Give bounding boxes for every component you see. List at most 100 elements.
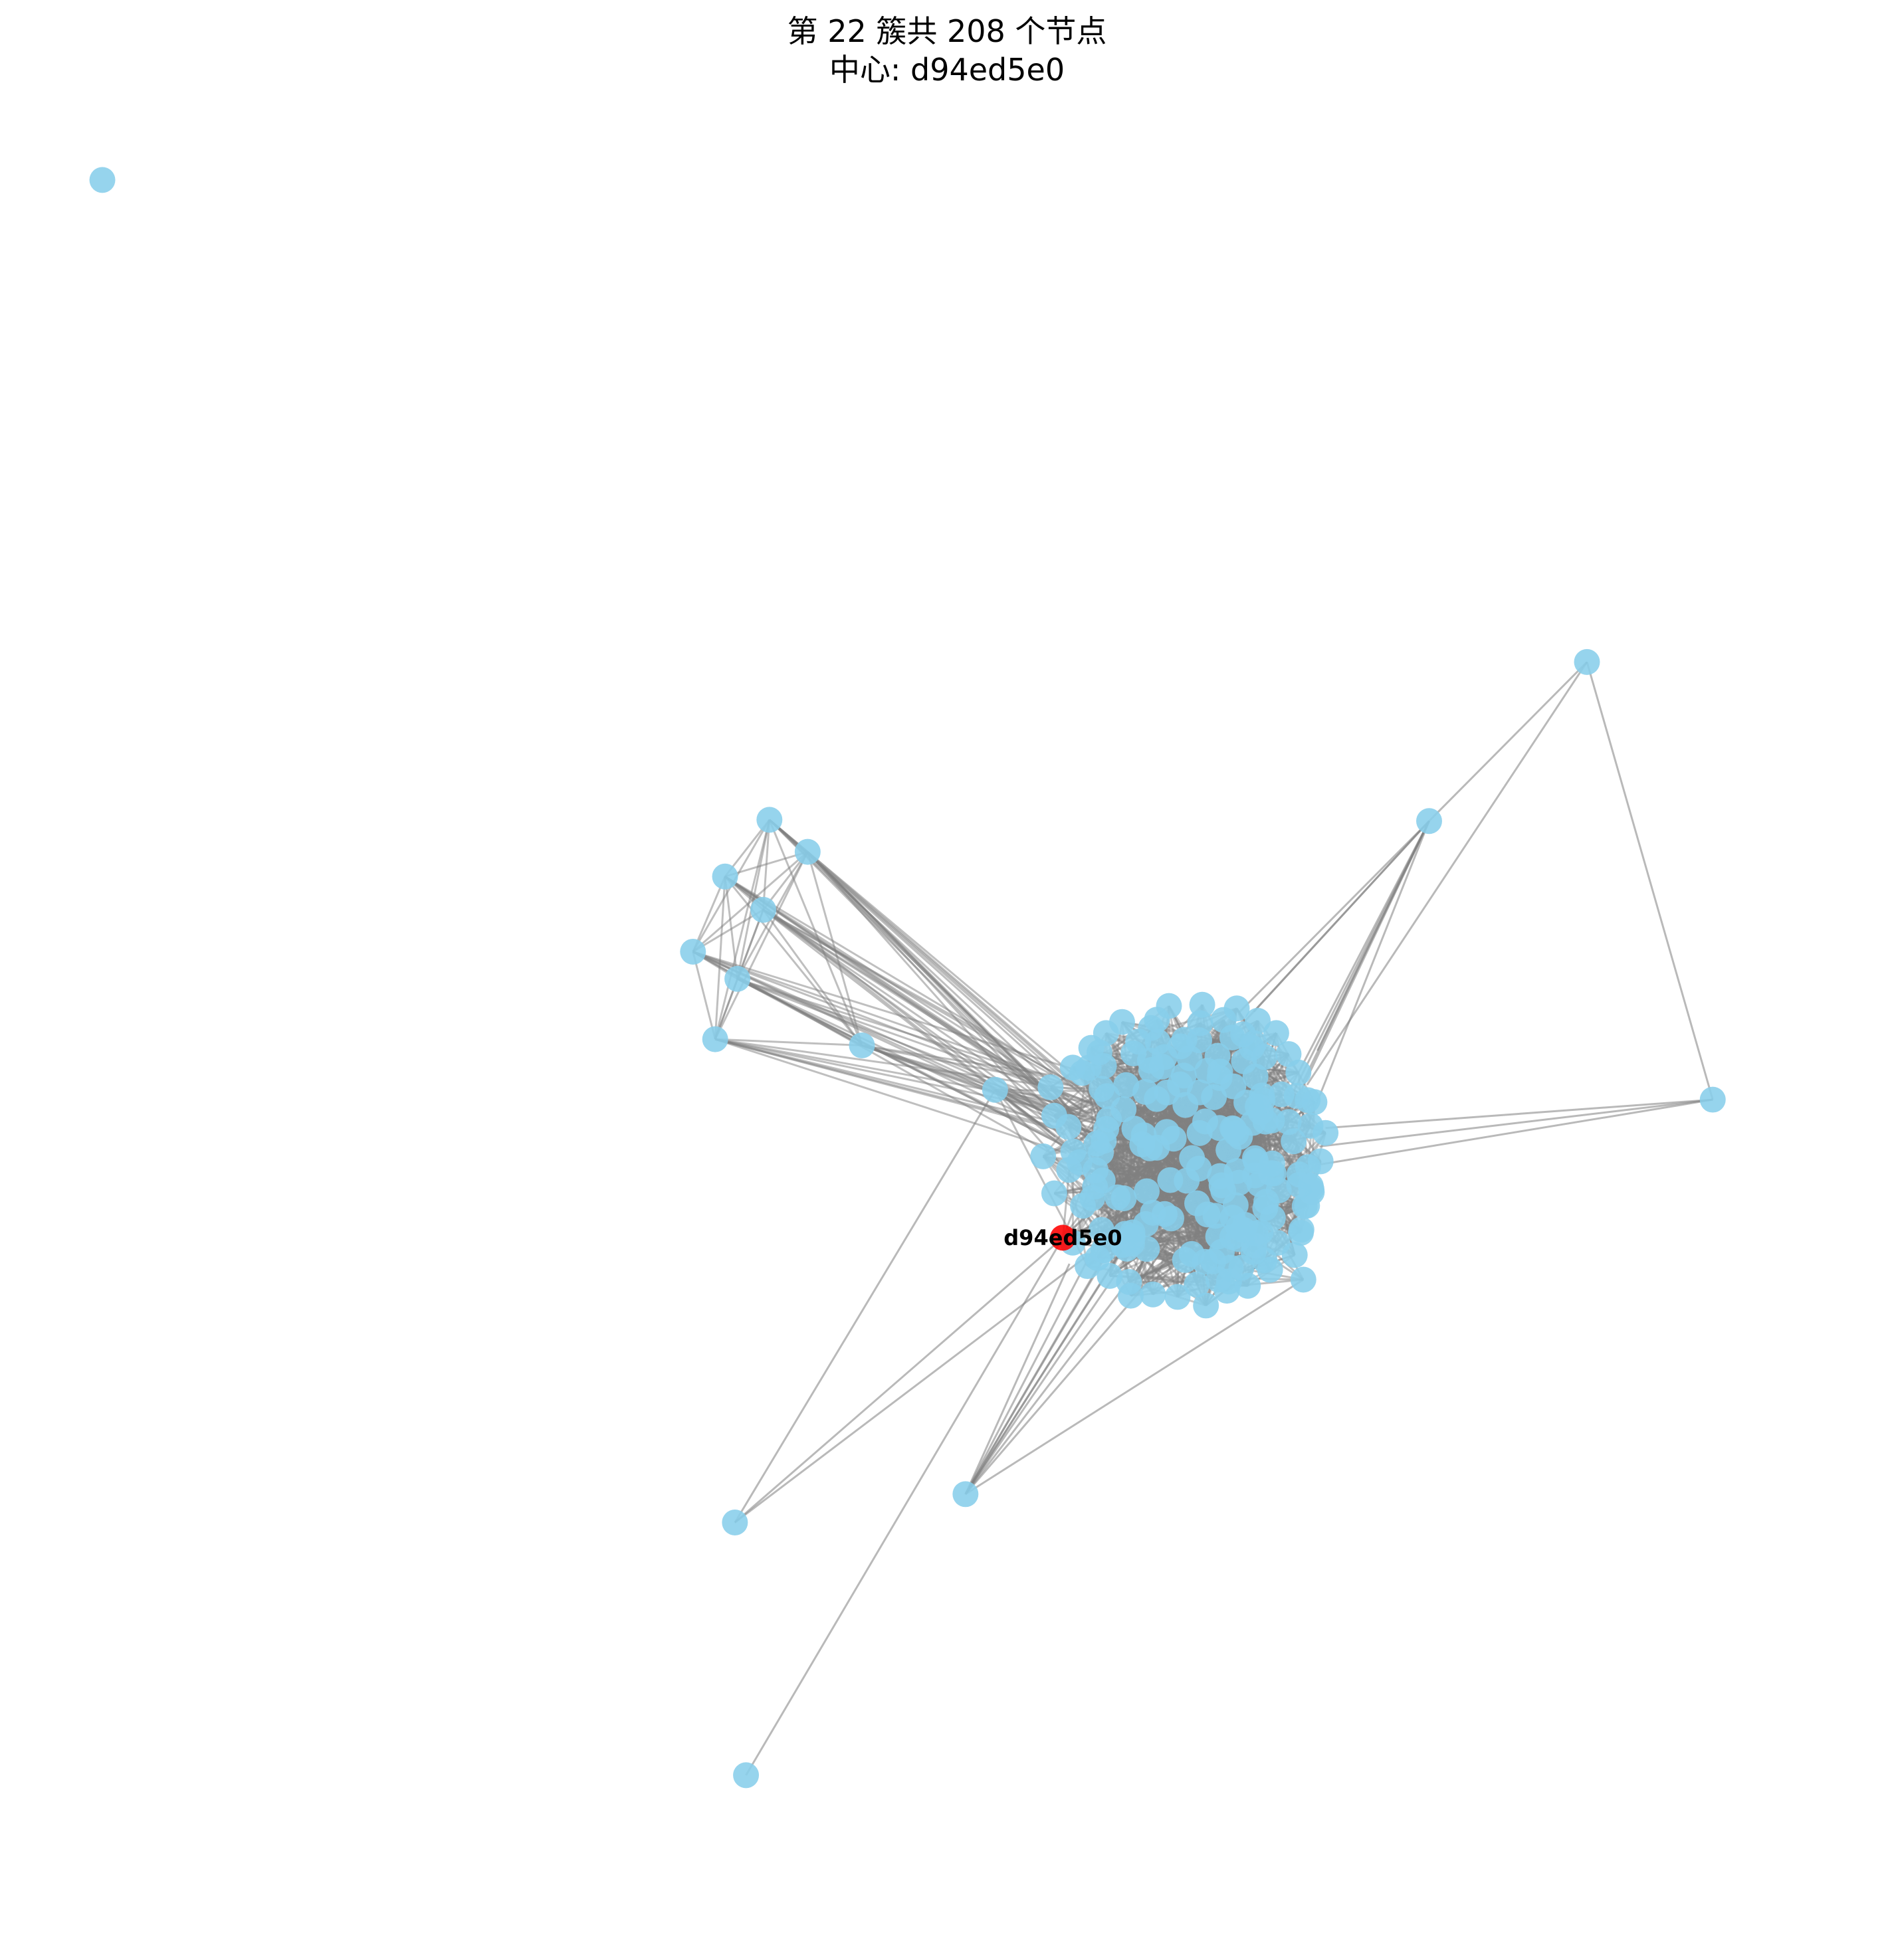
graph-node <box>1228 1254 1255 1281</box>
graph-node <box>1120 1040 1146 1067</box>
graph-node <box>1172 1246 1198 1273</box>
graph-edge <box>1586 661 1714 1100</box>
graph-node <box>1574 648 1600 675</box>
graph-node <box>1297 1112 1324 1139</box>
graph-edge <box>714 819 771 1040</box>
graph-edge <box>1304 821 1430 1132</box>
graph-edge <box>714 851 809 1040</box>
graph-node <box>1206 1064 1233 1091</box>
graph-node <box>1138 1015 1164 1041</box>
graph-nodes <box>89 167 1726 1789</box>
graph-node <box>1055 1114 1082 1140</box>
graph-node <box>1110 1185 1137 1212</box>
graph-node <box>1283 1082 1310 1109</box>
graph-edge <box>692 951 1089 1104</box>
graph-node <box>1242 1063 1269 1090</box>
center-node <box>1049 1225 1076 1251</box>
graph-edge <box>1186 1179 1308 1207</box>
graph-edge <box>714 1038 1079 1092</box>
graph-edge <box>1325 1098 1713 1129</box>
graph-node <box>1167 1071 1194 1098</box>
graph-node <box>794 838 821 865</box>
graph-node <box>724 965 751 992</box>
graph-node <box>1699 1086 1726 1113</box>
graph-edge <box>965 1278 1305 1496</box>
graph-labels: d94ed5e0 <box>1003 1225 1122 1250</box>
graph-edge <box>714 876 726 1040</box>
graph-node <box>1251 1247 1278 1274</box>
graph-node <box>1174 1167 1200 1194</box>
graph-node <box>1134 1236 1160 1262</box>
graph-edge <box>964 1236 1101 1495</box>
graph-node <box>1140 1281 1166 1308</box>
graph-node <box>1037 1074 1064 1101</box>
graph-node <box>1030 1143 1057 1169</box>
graph-node <box>1275 1040 1302 1067</box>
graph-node <box>1187 1010 1213 1036</box>
graph-node <box>1290 1266 1316 1293</box>
graph-node <box>1186 1120 1213 1146</box>
graph-node <box>952 1481 979 1508</box>
graph-edge <box>1253 820 1430 1013</box>
graph-node <box>1144 1086 1170 1112</box>
graph-node <box>1219 1025 1245 1051</box>
graph-edge <box>736 977 1074 1151</box>
graph-node <box>1084 1244 1110 1271</box>
graph-edge <box>734 1236 1064 1523</box>
graph-edge <box>768 819 863 1046</box>
graph-node <box>1186 1079 1213 1106</box>
graph-node <box>1210 1177 1237 1204</box>
graph-node <box>1260 1160 1287 1187</box>
figure-title: 第 22 簇共 208 个节点 中心: d94ed5e0 <box>0 12 1894 89</box>
graph-edge <box>1072 1092 1168 1244</box>
graph-edge <box>734 1256 1086 1523</box>
graph-edge <box>692 909 764 953</box>
graph-node <box>1086 1039 1112 1066</box>
graph-node <box>1129 1131 1156 1157</box>
graph-node <box>1069 1060 1096 1086</box>
graph-node <box>1164 1284 1191 1310</box>
graph-edge <box>734 1089 996 1523</box>
graph-edge <box>724 876 863 1046</box>
graph-node <box>89 167 116 193</box>
graph-node <box>1116 1268 1142 1295</box>
graph-node <box>756 807 783 833</box>
figure-title-line-1: 第 22 簇共 208 个节点 <box>787 13 1107 49</box>
graph-node <box>1288 1217 1315 1243</box>
graph-edge <box>1227 1120 1273 1282</box>
graph-edge <box>692 951 1088 1137</box>
graph-node <box>1060 1138 1087 1165</box>
graph-edge <box>714 1038 1061 1131</box>
graph-node <box>1416 808 1442 834</box>
graph-edge <box>715 1038 863 1046</box>
graph-node <box>1094 1083 1120 1110</box>
graph-node <box>722 1510 748 1535</box>
graph-node <box>1070 1193 1097 1219</box>
graph-node <box>1089 1167 1116 1194</box>
graph-node <box>1179 1145 1206 1171</box>
graph-edge <box>1306 661 1588 1086</box>
graph-edge <box>964 1247 1124 1495</box>
graph-edge <box>762 909 1069 1120</box>
graph-node <box>1089 1217 1115 1243</box>
graph-node <box>712 863 738 890</box>
graph-edge <box>964 1263 1071 1495</box>
graph-node <box>1227 1124 1253 1150</box>
graph-node <box>1151 1044 1178 1070</box>
graph-node <box>1253 1189 1280 1215</box>
graph-edge <box>861 1044 1074 1088</box>
graph-edge <box>745 1237 1064 1776</box>
graph-node <box>1151 1201 1178 1227</box>
graph-node <box>849 1032 875 1058</box>
graph-node <box>1113 1072 1140 1098</box>
graph-node <box>1206 1115 1233 1141</box>
graph-edge <box>1316 1098 1713 1166</box>
graph-node <box>1275 1109 1302 1135</box>
graph-edge <box>714 1038 1067 1154</box>
graph-edge <box>1319 1098 1713 1148</box>
graph-edge <box>861 1044 1056 1077</box>
graph-node <box>750 896 777 923</box>
graph-node <box>733 1762 760 1789</box>
graph-node <box>1193 1292 1219 1319</box>
